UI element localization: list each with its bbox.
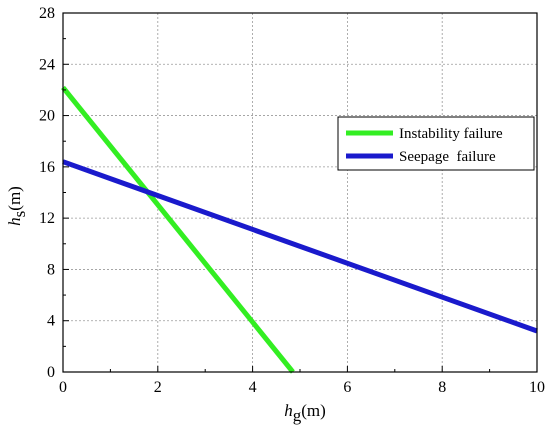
series-layer bbox=[61, 85, 538, 374]
x-tick-label: 10 bbox=[529, 379, 545, 396]
y-tick-label: 12 bbox=[39, 210, 55, 227]
legend-label-seepage: Seepage failure bbox=[399, 149, 496, 165]
x-tick-label: 8 bbox=[438, 379, 446, 396]
grid-lines bbox=[63, 13, 537, 372]
y-tick-label: 4 bbox=[47, 313, 55, 330]
legend-label-instability: Instability failure bbox=[399, 126, 503, 142]
legend: Instability failure Seepage failure bbox=[337, 116, 535, 171]
x-tick-label: 4 bbox=[249, 379, 257, 396]
y-tick-label: 28 bbox=[39, 5, 55, 22]
x-tick-label: 2 bbox=[154, 379, 162, 396]
legend-box bbox=[337, 116, 535, 171]
series-line-instability bbox=[61, 85, 295, 374]
ticks bbox=[62, 12, 538, 373]
series-line-seepage bbox=[62, 159, 538, 334]
y-axis-label: hs(m) bbox=[5, 186, 29, 226]
x-tick-label: 6 bbox=[343, 379, 351, 396]
x-axis-label: hg(m) bbox=[284, 401, 326, 425]
x-tick-label: 0 bbox=[59, 379, 67, 396]
y-tick-label: 8 bbox=[47, 261, 55, 278]
plot-frame bbox=[62, 12, 538, 373]
y-tick-label: 0 bbox=[47, 364, 55, 381]
y-tick-label: 24 bbox=[39, 56, 55, 73]
y-tick-label: 20 bbox=[39, 108, 55, 125]
y-tick-label: 16 bbox=[39, 159, 55, 176]
